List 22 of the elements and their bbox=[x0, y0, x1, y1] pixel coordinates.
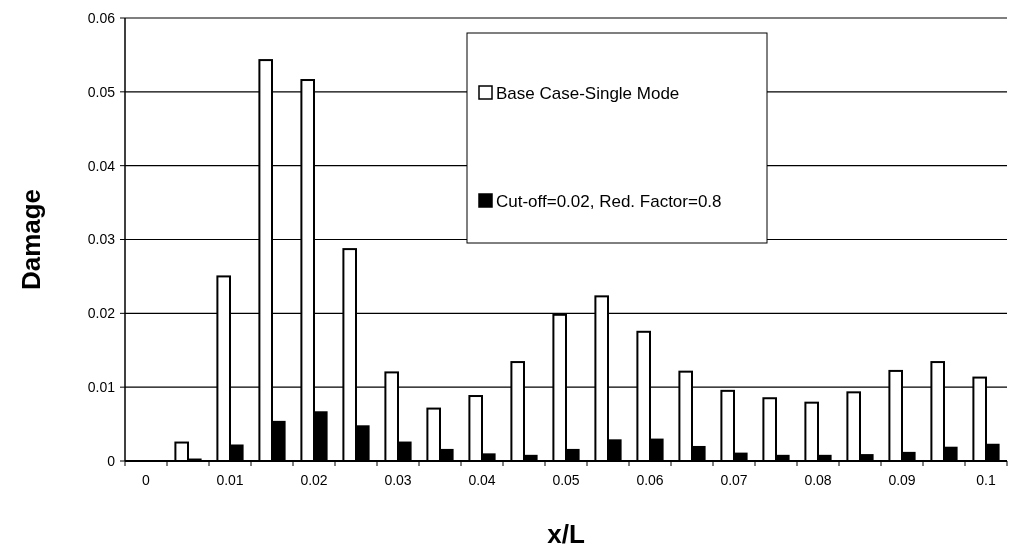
x-tick-label: 0.03 bbox=[384, 472, 412, 488]
y-tick-label: 0.04 bbox=[87, 157, 116, 174]
x-tick-label: 0.01 bbox=[216, 472, 244, 488]
legend-label: Cut-off=0.02, Red. Factor=0.8 bbox=[496, 191, 722, 211]
y-axis-title: Damage bbox=[16, 188, 46, 291]
y-tick-label: 0 bbox=[107, 452, 116, 469]
x-tick-label: 0.06 bbox=[636, 472, 664, 488]
x-tick-label: 0 bbox=[142, 472, 151, 488]
y-tick-label: 0.02 bbox=[87, 305, 116, 322]
x-tick-label: 0.05 bbox=[552, 472, 580, 488]
y-tick-label: 0.06 bbox=[87, 9, 116, 26]
x-tick-label: 0.02 bbox=[300, 472, 328, 488]
x-tick-label: 0.08 bbox=[804, 472, 832, 488]
x-tick-label: 0.07 bbox=[720, 472, 748, 488]
x-tick-label: 0.1 bbox=[976, 472, 996, 488]
x-tick-label: 0.09 bbox=[888, 472, 916, 488]
y-tick-label: 0.05 bbox=[87, 83, 116, 100]
x-tick-label: 0.04 bbox=[468, 472, 496, 488]
x-axis-title: x/L bbox=[547, 519, 585, 549]
y-tick-label: 0.03 bbox=[87, 231, 116, 248]
y-tick-label: 0.01 bbox=[87, 379, 116, 396]
legend-label: Base Case-Single Mode bbox=[496, 83, 680, 103]
